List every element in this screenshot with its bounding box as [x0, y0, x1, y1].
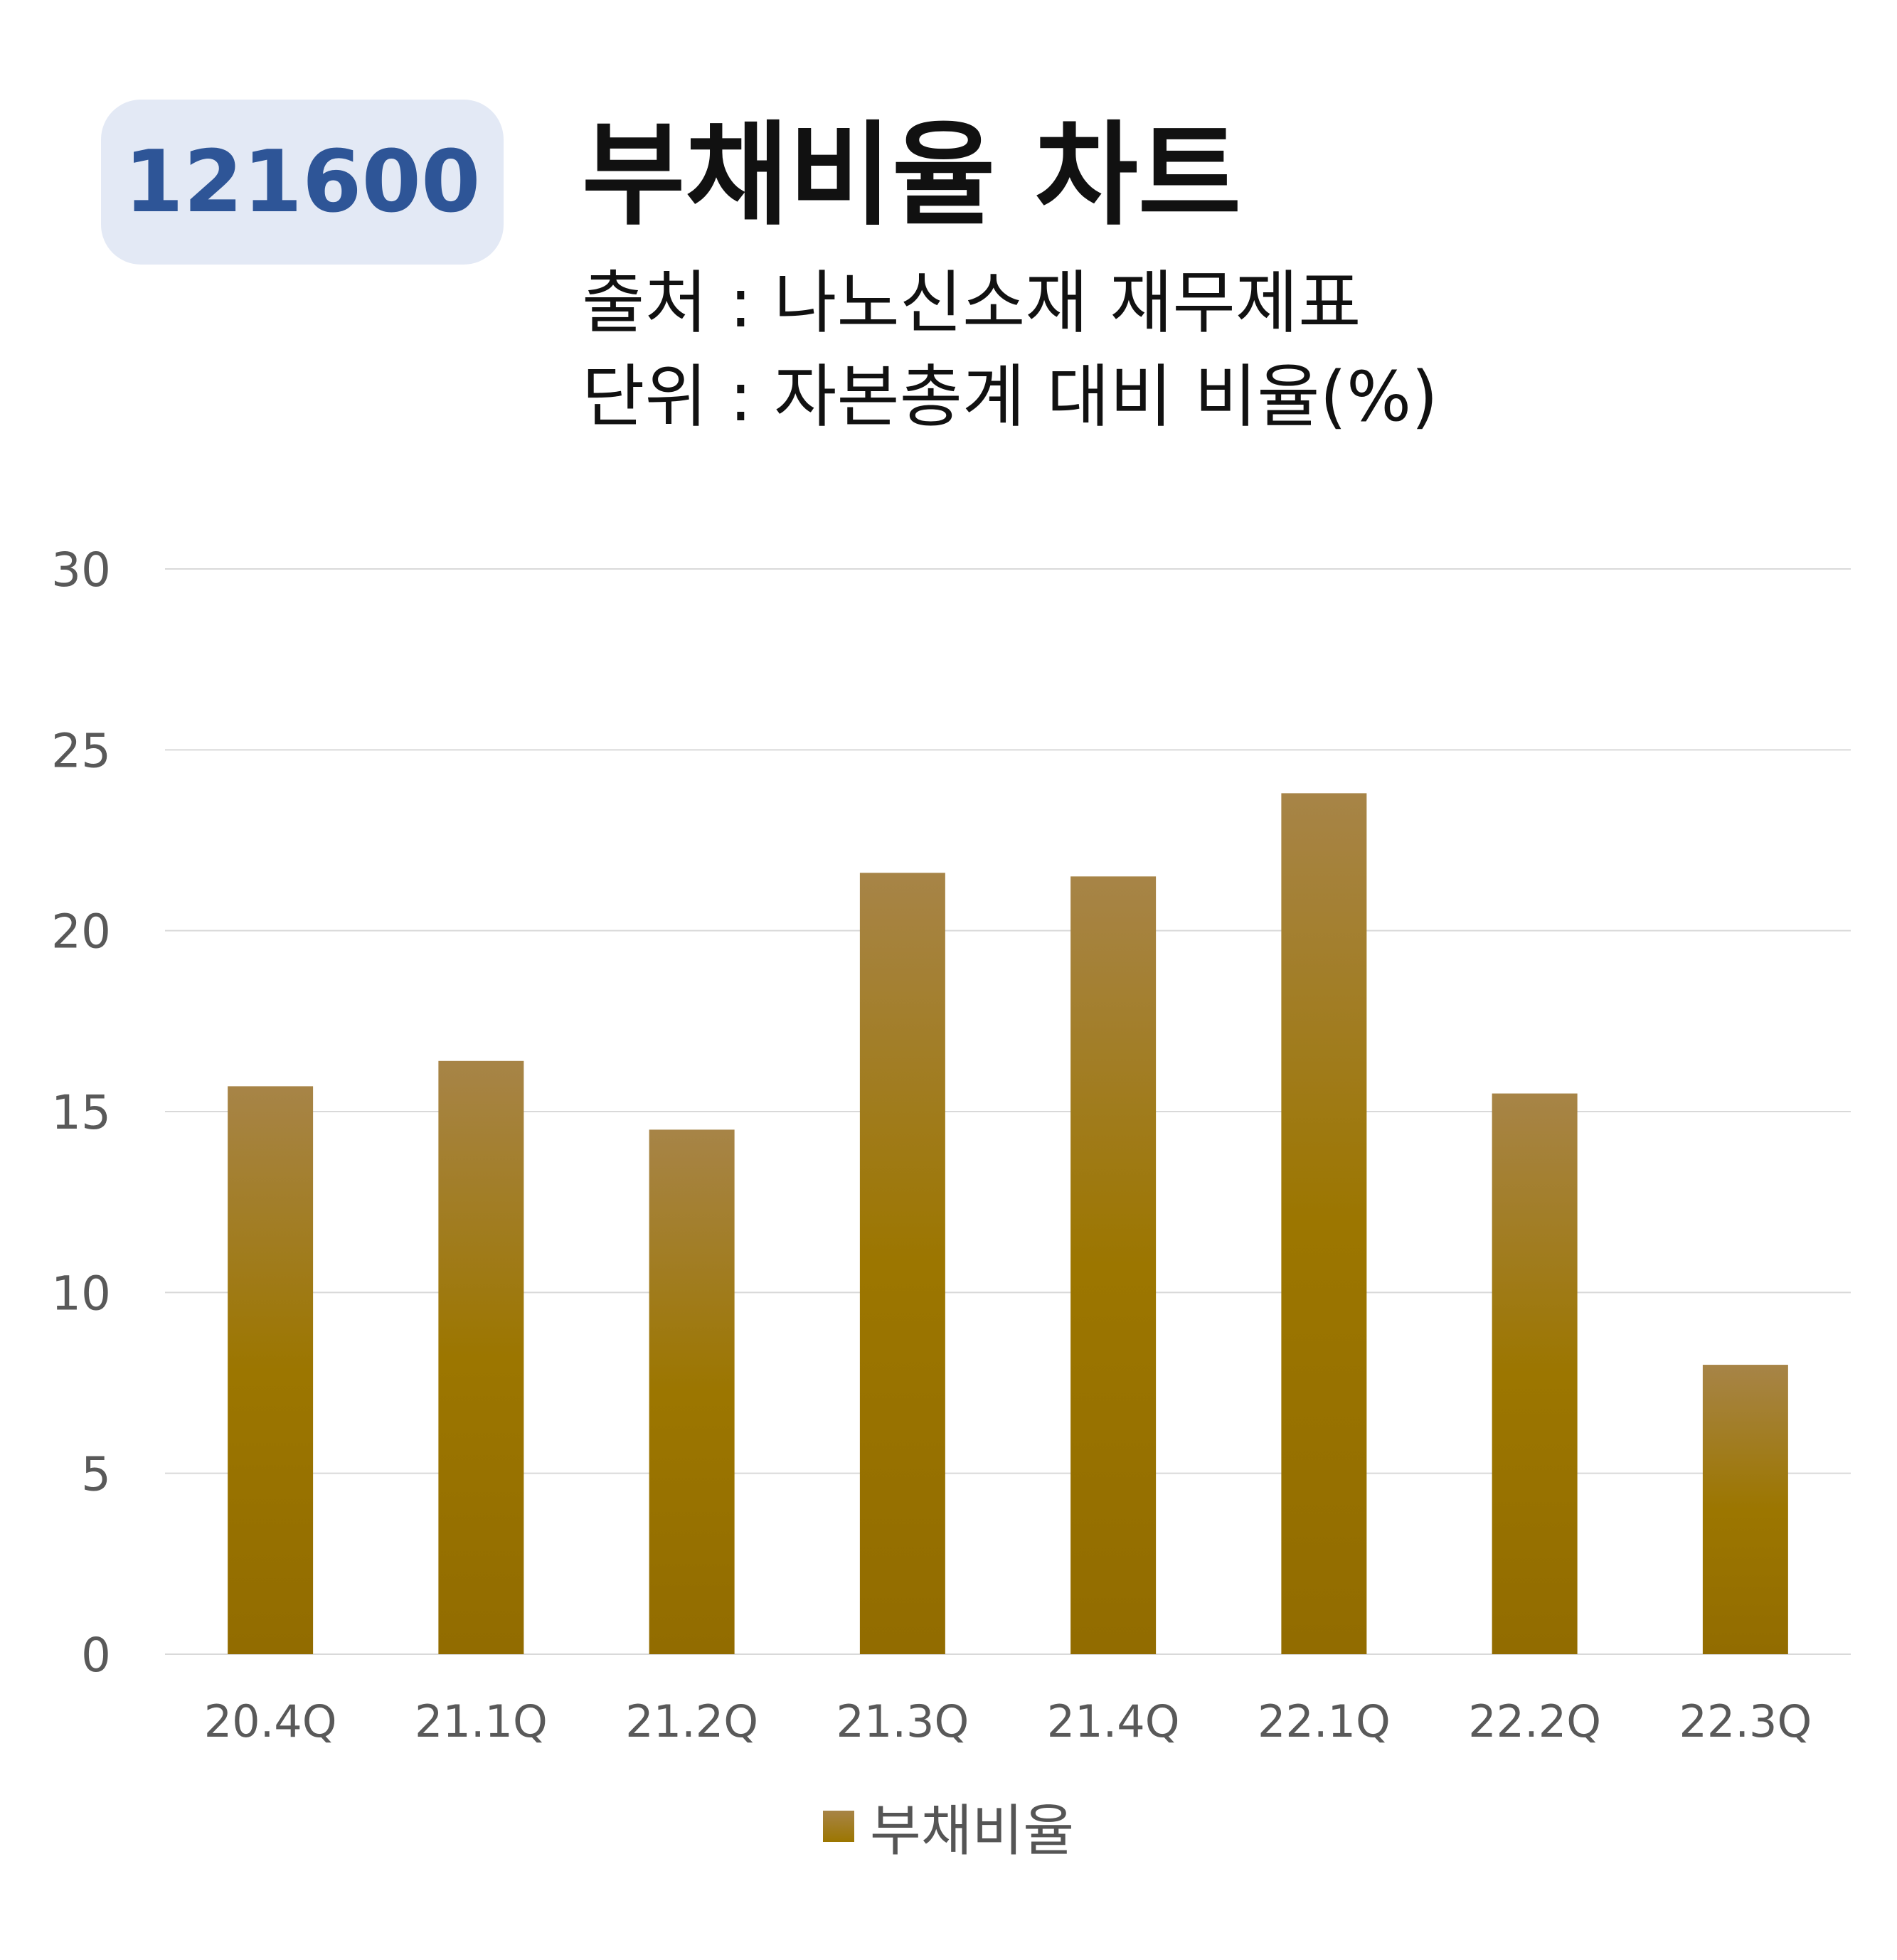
x-tick-label: 21.1Q: [415, 1695, 548, 1747]
bar-22.1Q: [1281, 793, 1367, 1654]
stock-code-badge: 121600: [101, 100, 504, 265]
bar-20.4Q: [228, 1086, 314, 1654]
gridlines: [165, 568, 1851, 1655]
chart-title: 부채비율 차트: [582, 110, 1242, 241]
bar-22.2Q: [1492, 1093, 1578, 1654]
x-tick-label: 21.2Q: [625, 1695, 758, 1747]
stock-code: 121600: [124, 132, 481, 232]
x-axis: 20.4Q 21.1Q 21.2Q 21.3Q 21.4Q 22.1Q 22.2Q 22.3Q: [204, 1695, 1812, 1747]
legend-label: 부채비율: [869, 1799, 1075, 1863]
y-tick-label: 0: [81, 1628, 111, 1683]
x-tick-label: 22.1Q: [1258, 1695, 1391, 1747]
bar-21.1Q: [438, 1060, 524, 1654]
y-tick-label: 30: [51, 543, 111, 597]
legend: 부채비율: [0, 1786, 1897, 1866]
y-tick-label: 5: [81, 1447, 111, 1502]
legend-swatch: [822, 1811, 854, 1842]
x-tick-label: 21.3Q: [836, 1695, 969, 1747]
y-axis: 0 5 10 15 20 25 30: [51, 543, 111, 1683]
source-line: 출처 : 나노신소재 재무제표: [582, 263, 1361, 343]
bar-22.3Q: [1702, 1365, 1788, 1654]
x-tick-label: 20.4Q: [204, 1695, 337, 1747]
x-tick-label: 21.4Q: [1047, 1695, 1180, 1747]
x-tick-label: 22.2Q: [1468, 1695, 1601, 1747]
y-tick-label: 10: [51, 1266, 111, 1321]
y-tick-label: 20: [51, 905, 111, 959]
bar-21.2Q: [649, 1129, 735, 1654]
bar-21.3Q: [859, 873, 945, 1654]
x-tick-label: 22.3Q: [1679, 1695, 1812, 1747]
y-tick-label: 15: [51, 1085, 111, 1140]
bars: [228, 793, 1788, 1654]
y-tick-label: 25: [51, 723, 111, 778]
unit-line: 단위 : 자본총계 대비 비율(%): [582, 357, 1438, 437]
bar-21.4Q: [1070, 876, 1157, 1654]
